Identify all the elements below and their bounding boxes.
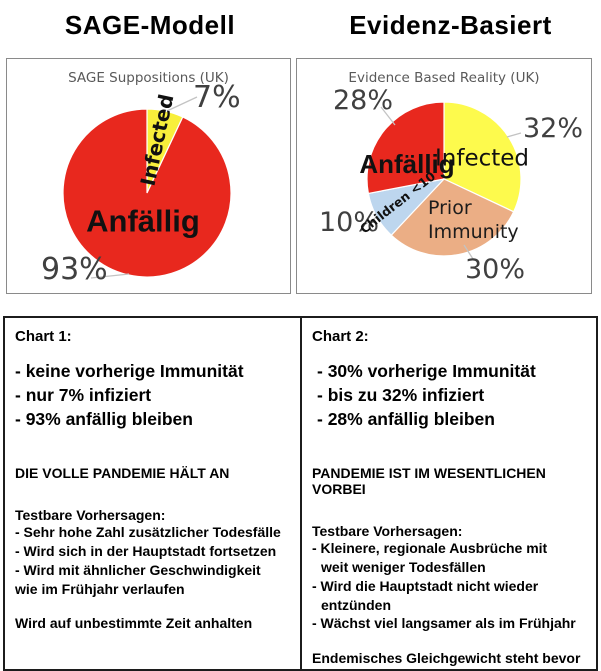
pie-slice-anf-llig [366,101,445,195]
leader-line-32pct [506,132,522,138]
notes1-predictions-heading: Testbare Vorhersagen: [15,507,166,524]
slice-label-prior-ev: Prior Immunity [428,197,519,243]
sage-pie-svg [62,96,232,279]
evidence-chart-panel: Evidence Based Reality (UK) 28% 32% 10% … [296,58,592,294]
notes1-bullet: - nur 7% infiziert [15,385,152,406]
sage-pie-slices [62,108,232,278]
leader-line-93pct [90,273,130,279]
callout-infected-7pct: 7% [193,80,241,115]
right-column-title: Evidenz-Basiert [349,10,552,40]
notes2-bullet: - bis zu 32% infiziert [317,385,485,406]
leader-line-7pct [166,96,198,112]
notes2-heading: Chart 2: [312,328,369,345]
chart-title-evidence: Evidence Based Reality (UK) [348,70,540,86]
notes1-prediction: - Sehr hohe Zahl zusätzlicher Todesfälle [15,524,281,541]
callout-anfaellig-93pct: 93% [41,252,108,287]
pie-slice-infected [443,101,522,213]
left-column-title: SAGE-Modell [64,10,236,40]
notes1-prediction: - Wird mit ähnlicher Geschwindigkeit [15,561,261,578]
notes-block: Chart 1: - keine vorherige Immunität - n… [3,316,598,671]
notes1-bullet: - 93% anfällig bleiben [15,409,193,430]
notes2-statement: PANDEMIE IST IM WESENTLICHEN VORBEI [312,465,546,498]
notes2-prediction: weit weniger Todesfällen [321,559,486,576]
sage-chart-panel: SAGE Suppositions (UK) 7% 93% Infected A… [6,58,291,294]
slice-label-anfaellig: Anfällig [86,203,200,239]
notes1-bullet: - keine vorherige Immunität [15,361,244,381]
notes2-prediction: - Wächst viel langsamer als im Frühjahr [312,615,576,632]
slice-label-infected-ev: Infected [434,145,530,172]
notes1-conclusion: Wird auf unbestimmte Zeit anhalten [15,615,253,632]
notes1-heading: Chart 1: [15,328,72,345]
callout-infected-32pct: 32% [523,113,584,144]
callout-anfaellig-28pct: 28% [333,85,394,116]
notes-chart2: Chart 2: - 30% vorherige Immunität - bis… [302,318,596,669]
evidence-pie-slices [366,101,522,257]
chart-title-sage: SAGE Suppositions (UK) [68,70,229,86]
leader-line-10pct [360,216,378,228]
notes2-bullet: - 30% vorherige Immunität [317,361,536,381]
notes1-prediction: - Wird sich in der Hauptstadt fortsetzen [15,543,277,560]
leader-line-30pct [463,244,474,260]
notes2-bullet: - 28% anfällig bleiben [317,409,495,430]
notes2-prediction: - Wird die Hauptstadt nicht wieder [312,577,539,594]
callout-prior-30pct: 30% [465,254,526,285]
notes2-prediction: - Kleinere, regionale Ausbrüche mit [312,540,548,557]
leader-line-28pct [380,106,396,126]
callout-children-10pct: 10% [319,207,380,238]
notes2-prediction: entzünden [321,596,391,613]
notes1-prediction: wie im Frühjahr verlaufen [15,580,185,597]
evidence-pie-svg [360,101,522,260]
notes2-predictions-heading: Testbare Vorhersagen: [312,523,463,540]
pie-slice-prior-immunity [390,178,515,257]
notes1-statement: DIE VOLLE PANDEMIE HÄLT AN [15,465,230,482]
notes-chart1: Chart 1: - keine vorherige Immunität - n… [5,318,302,669]
slice-label-anfaellig-ev: Anfällig [359,149,455,179]
notes2-conclusion: Endemisches Gleichgewicht steht bevor [312,650,581,667]
pie-slice-anf-llig [62,108,232,278]
